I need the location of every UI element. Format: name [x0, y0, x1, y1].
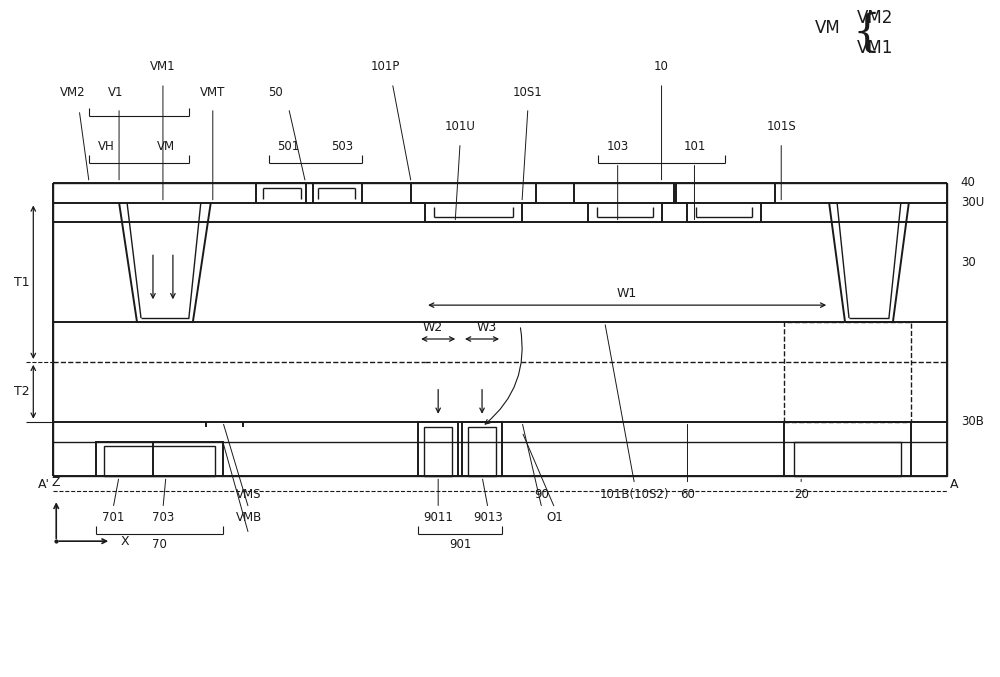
Text: 103: 103 — [607, 139, 629, 153]
Text: VMS: VMS — [236, 488, 261, 502]
Text: V1: V1 — [108, 86, 124, 99]
Text: 101P: 101P — [371, 60, 400, 73]
Bar — [53, 183, 947, 477]
Text: A: A — [950, 478, 958, 491]
Text: VM: VM — [157, 139, 175, 153]
Text: 90: 90 — [534, 488, 549, 502]
Text: 9013: 9013 — [473, 511, 503, 524]
Text: VH: VH — [98, 139, 114, 153]
Text: 40: 40 — [961, 176, 976, 189]
Bar — [784, 422, 911, 477]
Text: VM: VM — [815, 19, 841, 37]
Text: Z: Z — [52, 477, 60, 489]
Text: VMB: VMB — [236, 511, 262, 524]
Text: 101B(10S2): 101B(10S2) — [600, 488, 669, 502]
Text: 30B: 30B — [961, 415, 984, 428]
Bar — [468, 427, 496, 477]
Text: {: { — [852, 12, 880, 55]
Bar — [104, 445, 215, 477]
Text: W2: W2 — [423, 320, 443, 334]
Text: W1: W1 — [617, 286, 637, 300]
Text: W3: W3 — [477, 320, 497, 334]
Bar — [424, 427, 452, 477]
Text: VM1: VM1 — [857, 39, 893, 57]
Text: T1: T1 — [14, 276, 29, 288]
Text: 101: 101 — [683, 139, 706, 153]
Text: 60: 60 — [680, 488, 695, 502]
Text: VMT: VMT — [200, 86, 225, 99]
Text: 30: 30 — [961, 256, 975, 269]
Text: 30U: 30U — [961, 196, 984, 209]
Text: VM2: VM2 — [857, 9, 893, 27]
Bar — [784, 322, 911, 422]
Text: 101U: 101U — [445, 120, 476, 133]
Text: X: X — [121, 535, 130, 548]
Text: T2: T2 — [14, 385, 29, 398]
Text: O1: O1 — [546, 511, 563, 524]
Text: 901: 901 — [449, 538, 471, 551]
Bar — [794, 441, 901, 477]
Text: 501: 501 — [277, 139, 300, 153]
Text: 10S1: 10S1 — [513, 86, 543, 99]
Text: 10: 10 — [654, 60, 669, 73]
Text: 50: 50 — [268, 86, 283, 99]
Text: 101S: 101S — [766, 120, 796, 133]
Text: 701: 701 — [102, 511, 124, 524]
Bar — [418, 422, 458, 477]
Bar — [96, 441, 223, 477]
Text: 9011: 9011 — [423, 511, 453, 524]
Text: 70: 70 — [152, 538, 166, 551]
Text: VM1: VM1 — [150, 60, 176, 73]
Text: 20: 20 — [794, 488, 809, 502]
Text: A': A' — [38, 478, 50, 491]
Text: 703: 703 — [152, 511, 174, 524]
Text: VM2: VM2 — [60, 86, 86, 99]
Bar — [462, 422, 502, 477]
Text: 503: 503 — [331, 139, 354, 153]
